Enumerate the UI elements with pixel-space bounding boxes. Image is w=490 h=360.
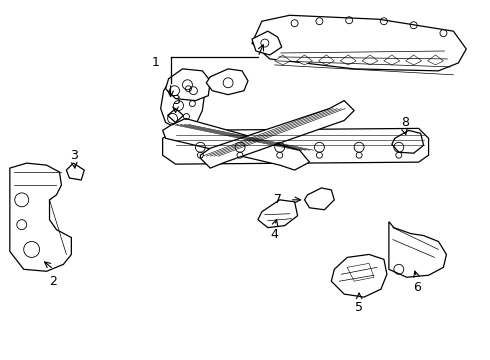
Text: 3: 3: [172, 94, 179, 107]
Polygon shape: [258, 200, 297, 228]
Polygon shape: [163, 118, 310, 170]
Text: 8: 8: [401, 116, 409, 129]
Polygon shape: [406, 55, 421, 65]
Text: 3: 3: [71, 149, 78, 162]
Polygon shape: [362, 55, 378, 65]
Polygon shape: [347, 264, 374, 281]
Polygon shape: [163, 129, 429, 164]
Text: 6: 6: [413, 281, 420, 294]
Polygon shape: [206, 69, 248, 95]
Polygon shape: [275, 55, 291, 65]
Text: 1: 1: [152, 57, 160, 69]
Text: 2: 2: [49, 275, 57, 288]
Polygon shape: [331, 255, 387, 297]
Polygon shape: [161, 71, 205, 130]
Polygon shape: [252, 31, 282, 55]
Polygon shape: [318, 55, 334, 65]
Polygon shape: [389, 222, 446, 277]
Polygon shape: [305, 188, 334, 210]
Polygon shape: [168, 109, 183, 122]
Polygon shape: [252, 15, 466, 71]
Text: 4: 4: [271, 228, 279, 241]
Polygon shape: [296, 55, 313, 65]
Polygon shape: [428, 55, 443, 65]
Text: 5: 5: [355, 301, 363, 314]
Polygon shape: [392, 130, 424, 153]
Polygon shape: [66, 163, 84, 180]
Polygon shape: [384, 55, 400, 65]
Text: 7: 7: [274, 193, 282, 206]
Polygon shape: [166, 69, 210, 100]
Polygon shape: [340, 55, 356, 65]
Polygon shape: [10, 163, 72, 271]
Polygon shape: [200, 100, 354, 168]
